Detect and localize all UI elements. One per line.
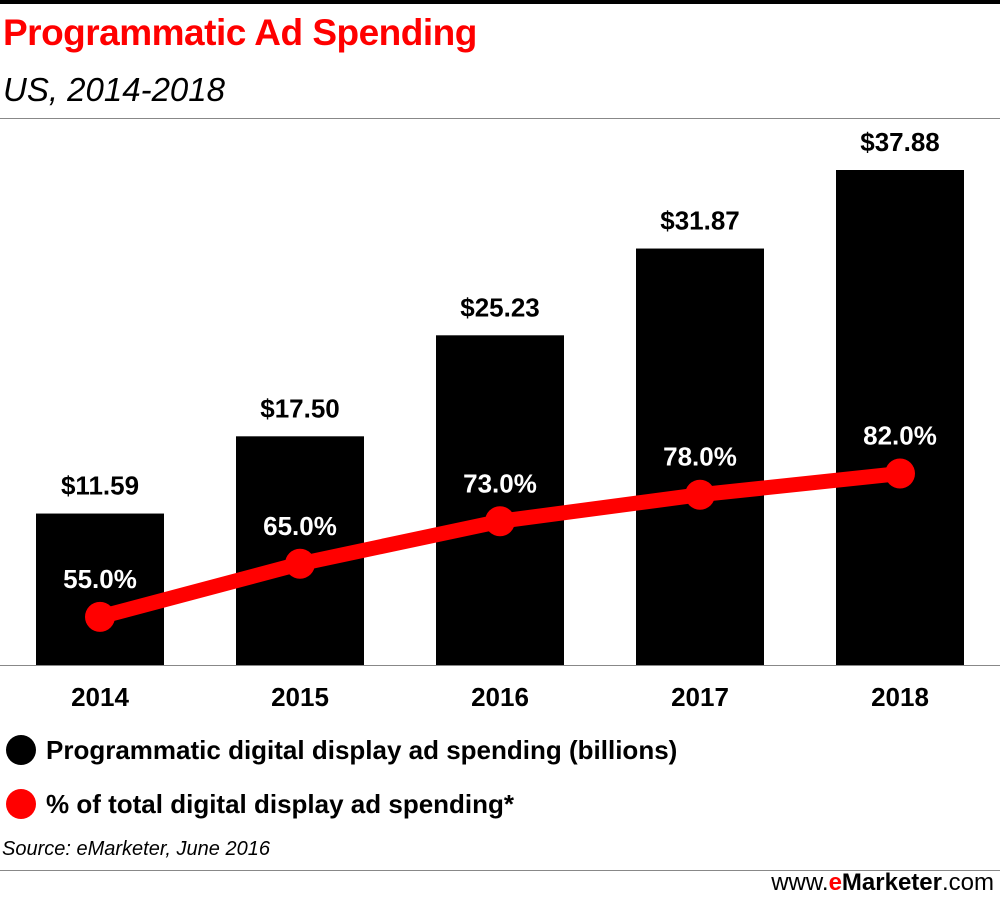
line-label-2015: 65.0% bbox=[263, 511, 337, 541]
line-label-2014: 55.0% bbox=[63, 564, 137, 594]
line-label-2016: 73.0% bbox=[463, 468, 537, 498]
x-tick-2018: 2018 bbox=[871, 682, 929, 712]
top-rule bbox=[0, 0, 1000, 4]
bar-label-2018: $37.88 bbox=[860, 127, 940, 157]
brand-prefix: www. bbox=[771, 869, 829, 896]
legend-label-spending: Programmatic digital display ad spending… bbox=[46, 734, 678, 765]
line-point-2014 bbox=[85, 601, 115, 632]
brand-name: Marketer bbox=[841, 869, 942, 896]
line-point-2015 bbox=[285, 548, 315, 579]
x-tick-2014: 2014 bbox=[71, 682, 129, 712]
footer-divider bbox=[0, 870, 1000, 871]
line-point-2018 bbox=[885, 458, 915, 489]
chart-subtitle: US, 2014-2018 bbox=[3, 71, 225, 108]
line-label-2017: 78.0% bbox=[663, 442, 737, 472]
bar-label-2017: $31.87 bbox=[660, 206, 740, 236]
legend-item-share: % of total digital display ad spending* bbox=[6, 784, 677, 824]
bar-2016 bbox=[436, 335, 564, 665]
legend-swatch-black-dot-icon bbox=[6, 735, 36, 765]
bar-2018 bbox=[836, 170, 964, 665]
bar-2014 bbox=[36, 513, 164, 665]
brand-logo: www.eMarketer.com bbox=[771, 869, 994, 897]
x-tick-2015: 2015 bbox=[271, 682, 329, 712]
x-tick-2017: 2017 bbox=[671, 682, 729, 712]
legend: Programmatic digital display ad spending… bbox=[6, 730, 677, 838]
bar-2017 bbox=[636, 248, 764, 665]
line-point-2016 bbox=[485, 506, 515, 537]
chart-title: Programmatic Ad Spending bbox=[3, 12, 477, 53]
legend-label-share: % of total digital display ad spending* bbox=[46, 788, 515, 819]
bar-label-2016: $25.23 bbox=[460, 292, 540, 322]
source-note: Source: eMarketer, June 2016 bbox=[2, 838, 270, 860]
bar-label-2015: $17.50 bbox=[260, 393, 340, 423]
brand-e: e bbox=[828, 869, 842, 896]
brand-suffix: .com bbox=[941, 869, 994, 896]
line-label-2018: 82.0% bbox=[863, 420, 937, 450]
legend-swatch-red-dot-icon bbox=[6, 789, 36, 819]
legend-item-spending: Programmatic digital display ad spending… bbox=[6, 730, 677, 770]
x-tick-2016: 2016 bbox=[471, 682, 529, 712]
line-point-2017 bbox=[685, 479, 715, 510]
bar-label-2014: $11.59 bbox=[61, 471, 139, 501]
header-divider bbox=[0, 118, 1000, 119]
